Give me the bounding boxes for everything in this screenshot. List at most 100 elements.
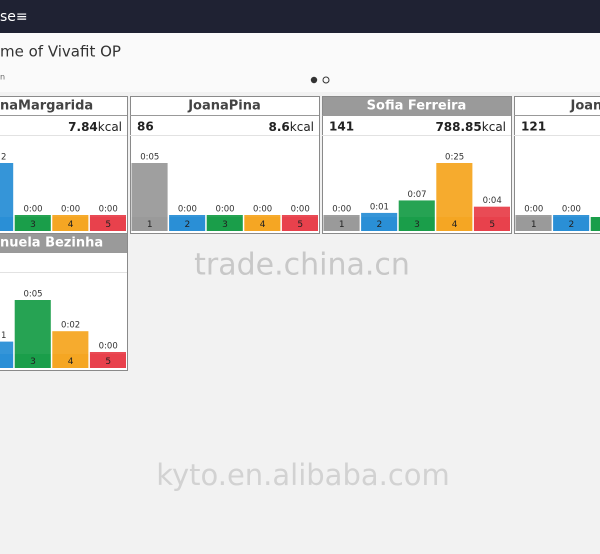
watermark: kyto.en.alibaba.com (156, 458, 450, 492)
user-name: Joana (570, 99, 600, 114)
zone-number: 5 (297, 220, 303, 230)
zone-bar (473, 206, 510, 217)
card-header (323, 97, 511, 115)
calories-value: 7.84 (68, 120, 98, 134)
zone-bar (281, 215, 318, 217)
zone-number: 2 (569, 220, 575, 230)
zone-bar (323, 215, 360, 217)
calories-unit: kcal (290, 120, 314, 134)
user-name: Sofia Ferreira (367, 99, 467, 114)
zone-number: 5 (105, 220, 111, 230)
zone-number: 1 (147, 220, 153, 230)
zone-strip (14, 217, 51, 231)
zone-time: 0:25 (445, 153, 464, 163)
zone-time: 0:00 (332, 205, 351, 215)
user-card[interactable]: Sofia Ferreira 141 788.85kcal 1 0:00 2 0:01 3 0:… (322, 96, 512, 234)
zone-number: 2 (185, 220, 191, 230)
zone-bar (244, 215, 281, 217)
user-card[interactable]: JoanaPina 86 8.6kcal 1 0:05 2 0:00 3 0:00 4 0:00 5 0… (130, 96, 320, 234)
zone-time: 0:05 (140, 153, 159, 163)
zone-time: 0:00 (61, 205, 80, 215)
zone-number: 3 (30, 220, 36, 230)
zone-strip (244, 217, 281, 231)
calories: 7.84kcal (68, 120, 122, 134)
zone-time: 2 (1, 153, 6, 163)
menu-button[interactable]: se≡ (0, 9, 28, 25)
zone-strip (52, 217, 89, 231)
zone-bar (0, 163, 14, 217)
zone-bar (436, 163, 473, 217)
zone-number: 3 (222, 220, 228, 230)
zone-time: 0:00 (524, 205, 543, 215)
zone-bar (0, 341, 14, 354)
card-body (0, 96, 128, 234)
zone-strip (515, 217, 552, 231)
zone-strip (89, 354, 126, 368)
zone-strip (361, 217, 398, 231)
card-header (0, 234, 127, 252)
zone-number: 3 (414, 220, 420, 230)
watermark: trade.china.cn (194, 248, 410, 283)
zone-strip (398, 217, 435, 231)
zone-number: 5 (489, 220, 495, 230)
zone-number: 3 (30, 357, 36, 367)
user-card[interactable]: naMargarida 7.84kcal 2 3 0:00 4 0:00 5 0:00 (0, 96, 128, 234)
zone-bar (515, 215, 552, 217)
zone-bar (169, 215, 206, 217)
zone-strip (590, 217, 600, 231)
carousel-dot[interactable] (310, 76, 318, 84)
zone-strip (436, 217, 473, 231)
calories-unit: kcal (482, 120, 506, 134)
zone-strip (323, 217, 360, 231)
user-name: JoanaPina (187, 99, 261, 114)
zone-bar (553, 215, 590, 217)
zone-time: 0:00 (562, 205, 581, 215)
zone-strip (0, 354, 14, 368)
zone-bar (14, 300, 51, 354)
zone-number: 4 (260, 220, 266, 230)
calories: 788.85kcal (435, 120, 506, 134)
zone-bar (89, 215, 126, 217)
card-header (131, 97, 319, 115)
user-card[interactable]: Joana 121 1 0:00 2 0:00 (514, 96, 600, 234)
zone-number: 4 (68, 357, 74, 367)
zone-bar (14, 215, 51, 217)
user-card[interactable]: nuela Bezinha 1 3 0:05 4 0:02 5 0:00 (0, 233, 128, 371)
zone-bar (52, 331, 89, 354)
zone-bar (206, 215, 243, 217)
zone-number: 4 (68, 220, 74, 230)
user-name: nuela Bezinha (0, 236, 103, 251)
zone-strip (473, 217, 510, 231)
zone-number: 5 (105, 357, 111, 367)
zone-strip (0, 217, 14, 231)
calories-unit: kcal (98, 120, 122, 134)
zone-strip (281, 217, 318, 231)
zone-bar (89, 352, 126, 354)
zone-strip (131, 217, 168, 231)
zone-strip (553, 217, 590, 231)
zone-number: 4 (452, 220, 458, 230)
user-name: naMargarida (0, 99, 93, 114)
zone-bar (361, 212, 398, 217)
zone-time: 0:00 (215, 205, 234, 215)
zone-bar (52, 215, 89, 217)
zone-number: 1 (339, 220, 345, 230)
zone-time: 1 (1, 331, 6, 341)
zone-time: 0:00 (253, 205, 272, 215)
zone-time: 0:00 (23, 205, 42, 215)
carousel-dot[interactable] (322, 76, 330, 84)
zone-time: 0:00 (99, 205, 118, 215)
zone-strip (89, 217, 126, 231)
zone-strip (52, 354, 89, 368)
zone-time: 0:07 (407, 190, 426, 200)
step-count: 141 (329, 120, 354, 134)
step-count: 121 (521, 120, 546, 134)
top-bar (0, 0, 600, 33)
step-count: 86 (137, 120, 154, 134)
zone-number: 1 (531, 220, 537, 230)
card-header (0, 97, 127, 115)
zone-time: 0:00 (178, 205, 197, 215)
calories-value: 788.85 (435, 120, 481, 134)
